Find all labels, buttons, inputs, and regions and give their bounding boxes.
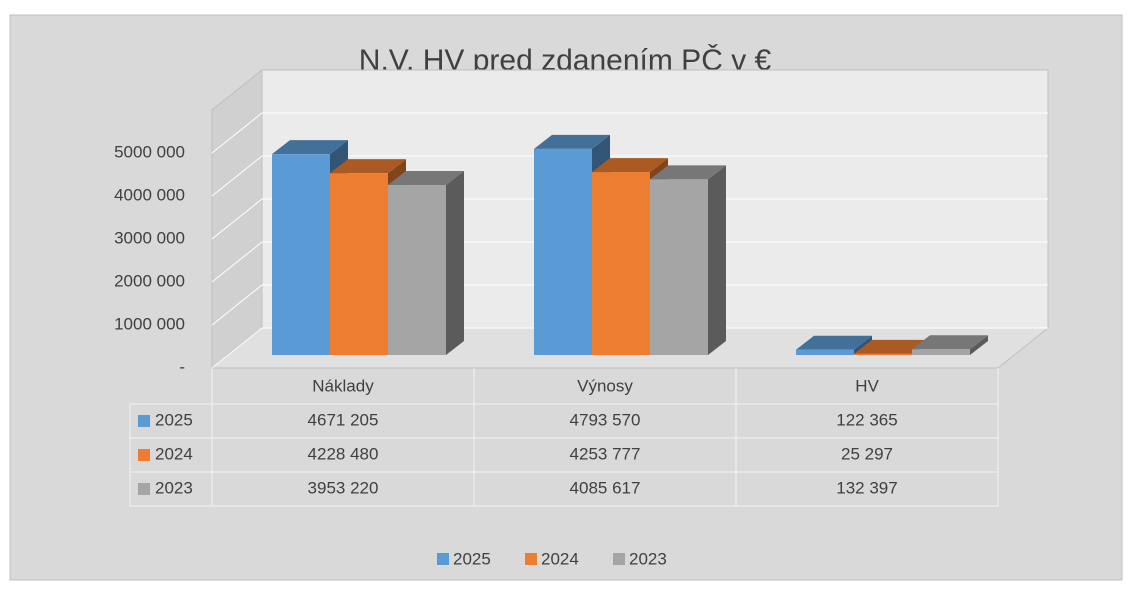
grid-line	[211, 327, 1048, 369]
bar-face	[272, 140, 348, 155]
table-cell: 4671 205	[308, 410, 379, 429]
table-cell: 4793 570	[570, 410, 641, 429]
legend-label: 2025	[453, 549, 491, 568]
bar-face	[854, 339, 930, 354]
bar-face	[796, 335, 872, 350]
table-cell: 132 397	[836, 478, 897, 497]
legend-key	[138, 449, 150, 461]
table-header: Náklady	[312, 376, 374, 395]
bar-face	[970, 335, 988, 355]
bar-face	[796, 349, 854, 355]
bar-face	[534, 134, 610, 149]
bar	[912, 335, 988, 355]
bar	[650, 165, 726, 355]
grid-line	[211, 198, 1048, 240]
bar-face	[534, 148, 592, 355]
y-tick-label: 2000 000	[114, 271, 185, 290]
grid-line	[211, 112, 1048, 154]
y-tick-label: 3000 000	[114, 228, 185, 247]
table-header: Výnosy	[577, 376, 633, 395]
table-cell: 4228 480	[308, 444, 379, 463]
bar-face	[272, 154, 330, 355]
legend-label: 2023	[629, 549, 667, 568]
grid-line	[211, 241, 1048, 283]
table-row-label: 2024	[155, 444, 193, 463]
table-cell: 4253 777	[570, 444, 641, 463]
bar-face	[330, 159, 406, 174]
bar-face	[592, 172, 650, 355]
y-tick-label: 5000 000	[114, 142, 185, 161]
table-cell: 25 297	[841, 444, 893, 463]
table-cell: 122 365	[836, 410, 897, 429]
legend-label: 2024	[541, 549, 579, 568]
bar-face	[388, 185, 446, 355]
y-tick-label: 1000 000	[114, 314, 185, 333]
y-tick-label: 4000 000	[114, 185, 185, 204]
bar-face	[388, 171, 464, 186]
bar-face	[330, 173, 388, 355]
bar-face	[446, 171, 464, 355]
table-cell: 3953 220	[308, 478, 379, 497]
legend-key	[437, 553, 449, 565]
grid-line	[211, 284, 1048, 326]
bar-face	[912, 335, 988, 350]
bar-face	[708, 165, 726, 355]
bar-face	[854, 335, 872, 355]
legend-key	[613, 553, 625, 565]
bar	[388, 171, 464, 355]
bar-face	[650, 165, 726, 180]
table-header: HV	[855, 376, 879, 395]
grid-line	[211, 155, 1048, 197]
bar	[796, 335, 872, 355]
legend-key	[525, 553, 537, 565]
bar-face	[912, 349, 970, 355]
table-row-label: 2025	[155, 410, 193, 429]
legend-key	[138, 415, 150, 427]
y-tick-label: -	[179, 357, 185, 376]
table-row-label: 2023	[155, 478, 193, 497]
bar-face	[592, 158, 668, 173]
legend-key	[138, 483, 150, 495]
bar-face	[854, 353, 912, 355]
bar-face	[650, 179, 708, 355]
table-cell: 4085 617	[570, 478, 641, 497]
